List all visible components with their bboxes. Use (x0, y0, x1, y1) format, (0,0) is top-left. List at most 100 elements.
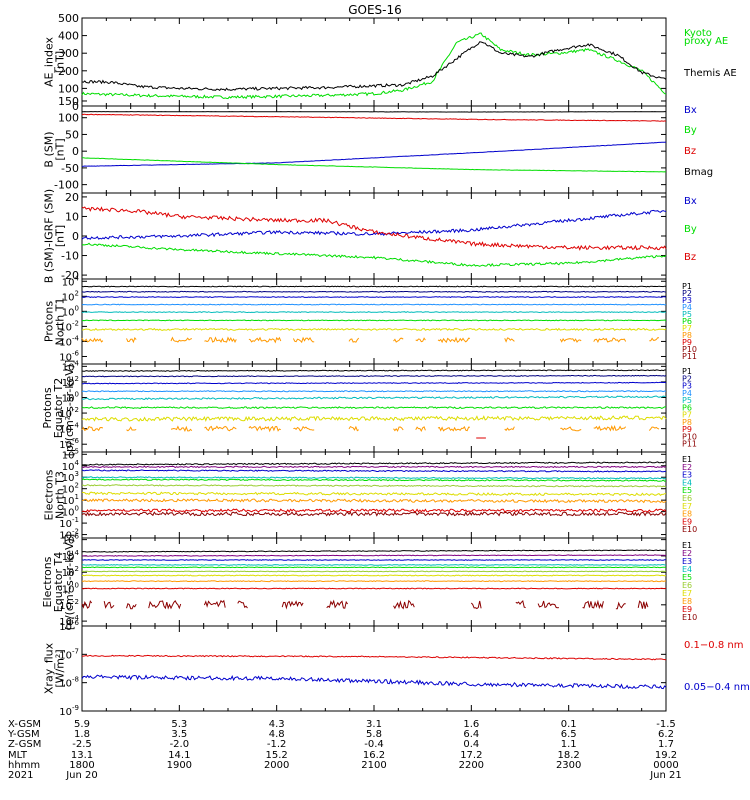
y-tick-exponent: 0 (75, 304, 79, 312)
series-line-protons_t1-p2 (81, 290, 667, 293)
x-axis-value: 2300 (556, 760, 581, 771)
y-tick-exponent: 0 (75, 390, 79, 398)
legend-entry: E4 (682, 478, 692, 487)
legend-entry: 0.05−0.4 nm (684, 682, 750, 693)
y-tick-exponent: -4 (72, 614, 80, 622)
legend-entry: Bmag (684, 167, 713, 178)
series-line-electrons_t4-e7 (81, 574, 666, 577)
legend-entry: P4 (682, 303, 692, 312)
y-tick-label: 50 (65, 128, 79, 141)
series-line-electrons_t3-e8 (81, 498, 667, 504)
series-line-protons_t1-p3 (81, 296, 667, 298)
x-axis-row-label: MLT (8, 750, 28, 761)
series-line-ae-themis-ae (81, 41, 667, 92)
legend-entry: Bx (684, 105, 697, 116)
x-axis-value: -0.4 (364, 739, 384, 750)
y-axis-label: [nT] (54, 225, 67, 247)
legend-entry: E2 (682, 549, 692, 558)
y-tick-label: 200 (58, 65, 79, 78)
legend-entry: E1 (682, 541, 692, 550)
series-line-xray-0-1-0-8-nm (81, 654, 667, 661)
y-tick-exponent: 4 (75, 359, 80, 367)
y-tick-exponent: 5 (75, 447, 79, 455)
y-tick-label: 100 (58, 112, 79, 125)
series-line-electrons_t4-e5 (82, 566, 667, 569)
legend-entry: Bx (684, 196, 697, 207)
legend-entry: By (684, 224, 697, 235)
legend-entry: P7 (682, 324, 692, 333)
y-tick-exponent: -2 (72, 598, 79, 606)
y-tick-exponent: -8 (72, 676, 79, 684)
x-axis-value: 2000 (264, 760, 289, 771)
y-tick-label: 400 (58, 30, 79, 43)
legend-entry: E6 (682, 581, 692, 590)
x-axis-value: 6.5 (561, 729, 577, 740)
series-line-protons_t2-p6 (81, 406, 667, 409)
series-line-electrons_t4-e2 (81, 554, 667, 557)
y-tick-exponent: -7 (72, 647, 79, 655)
legend-entry: E9 (682, 605, 692, 614)
y-tick-exponent: 2 (75, 565, 79, 573)
y-axis-label: Electrons (43, 469, 56, 520)
y-tick-label: 10-9 (59, 704, 79, 718)
y-axis-label: [nT] (54, 138, 67, 160)
y-tick-exponent: 6 (75, 533, 80, 541)
y-axis-label: [p/(cm²-s-sr-keV)] (63, 360, 76, 457)
series-line-xray-0-05-0-4-nm (81, 674, 667, 690)
legend-entry: P10 (682, 432, 697, 441)
x-axis-value: 18.2 (558, 750, 580, 761)
x-axis-value: 2200 (459, 760, 484, 771)
series-line-bsm-by (81, 157, 667, 173)
legend-entry: P3 (682, 296, 692, 305)
x-axis-value: 4.3 (269, 719, 285, 730)
y-axis-label: Protons (43, 301, 56, 342)
legend-entry: E7 (682, 589, 692, 598)
y-axis-label: Equator T2 (52, 378, 65, 438)
legend-entry: By (684, 125, 697, 136)
series-line-electrons_t3-e9 (81, 508, 667, 513)
series-line-protons_t1-p5 (81, 311, 667, 314)
legend-entry: Kyoto (684, 28, 712, 39)
legend-entry: P3 (682, 382, 692, 391)
y-tick-exponent: 2 (75, 482, 79, 490)
y-tick-label: -10 (61, 250, 79, 263)
series-line-electrons_t4-e1 (81, 549, 667, 553)
y-tick-label: 100 (58, 82, 79, 95)
series-line-protons_t1-p7 (81, 327, 667, 332)
legend-entry: P8 (682, 331, 692, 340)
series-line-protons_t1-p1 (81, 285, 667, 288)
legend-entry: P9 (682, 338, 692, 347)
y-tick-exponent: -2 (72, 528, 79, 536)
y-axis-label: North T1 (54, 298, 67, 346)
x-axis-value: 1900 (167, 760, 192, 771)
x-axis-value: -1.5 (656, 719, 676, 730)
y-axis-label: Xray_flux (43, 642, 56, 694)
x-axis-value: 5.3 (171, 719, 187, 730)
legend-entry: P10 (682, 345, 697, 354)
y-tick-exponent: 2 (75, 289, 79, 297)
panel-frame (81, 17, 667, 107)
legend-entry: Bz (684, 252, 696, 263)
x-axis-value: 19.2 (655, 750, 677, 761)
series-line-electrons_t3-e6 (81, 484, 667, 488)
series-line-electrons_t4-e8 (81, 580, 667, 583)
series-line-protons_t1-p8 (81, 336, 659, 344)
panel-frame (81, 625, 667, 712)
legend-entry: E5 (682, 573, 692, 582)
x-axis-value: 0.1 (561, 719, 577, 730)
x-axis-value: Jun 20 (65, 770, 98, 781)
series-line-electrons_t4-e4 (82, 564, 667, 566)
x-axis-row-label: Y-GSM (7, 729, 40, 740)
y-tick-exponent: -2 (72, 406, 79, 414)
y-tick-exponent: -4 (72, 334, 80, 342)
x-axis-value: 5.9 (74, 719, 90, 730)
series-line-protons_t1-p6 (81, 319, 667, 322)
series-line-electrons_t3-e10 (81, 511, 667, 517)
y-tick-label: 300 (58, 47, 79, 60)
y-axis-label: AE_index (43, 36, 56, 87)
panel-bigrf: 20 10 0 -10 -20 B (SM)-IGRF (SM)[nT] Bx By Bz (43, 189, 697, 283)
legend-entry: P11 (682, 352, 697, 361)
